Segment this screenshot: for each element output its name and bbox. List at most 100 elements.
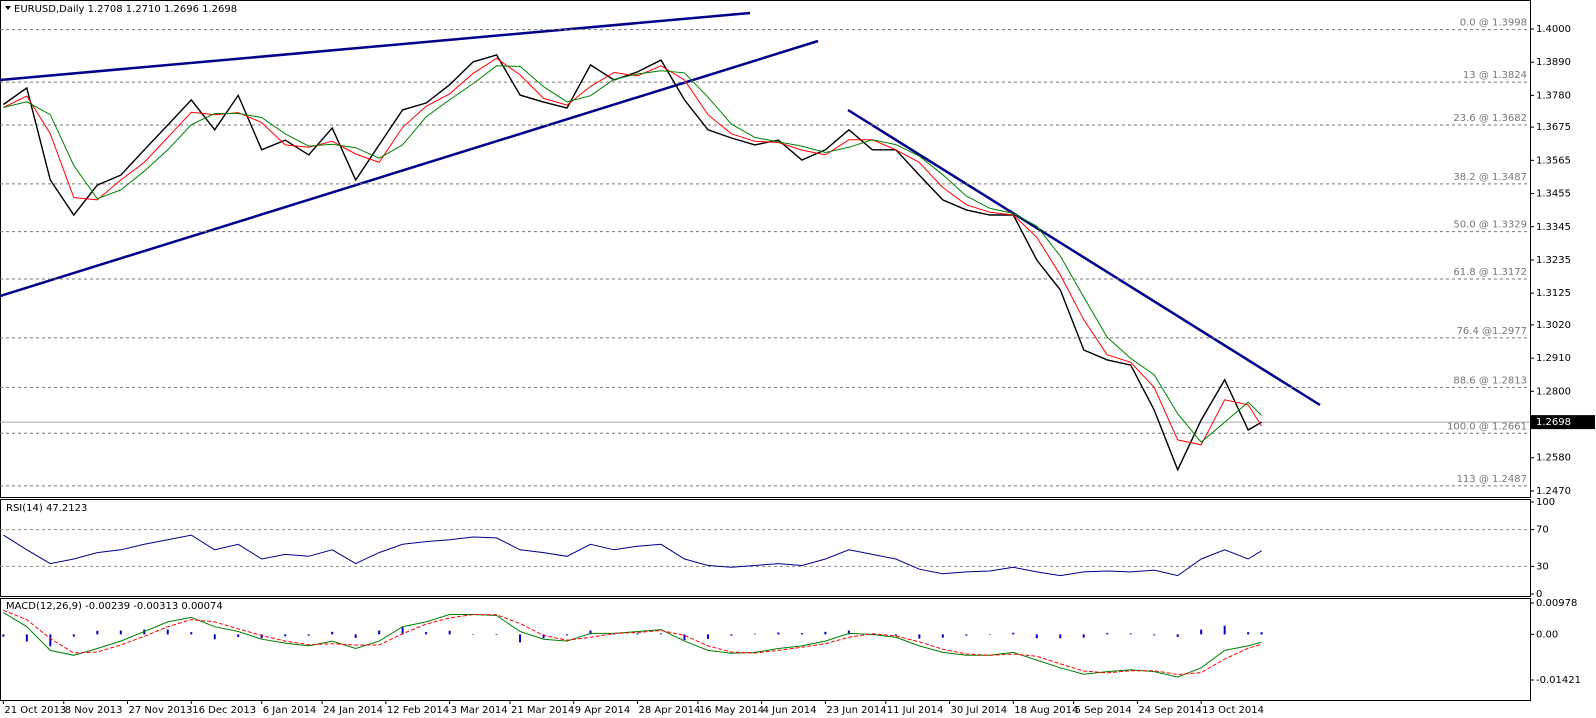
y-tick-label: 1.3675 (1536, 122, 1571, 133)
histogram-bar (800, 633, 803, 635)
x-tick-label: 9 Apr 2014 (575, 705, 630, 716)
y-tick-label: 1.3455 (1536, 189, 1571, 200)
histogram-bar (49, 634, 52, 647)
x-tick-label: 11 Jul 2014 (887, 705, 944, 716)
histogram-bar (918, 634, 921, 639)
histogram-bar (495, 634, 498, 636)
series-line (2, 54, 1262, 472)
histogram-bar (166, 629, 169, 635)
x-tick-label: 3 Mar 2014 (451, 705, 508, 716)
histogram-bar (237, 634, 240, 637)
fib-level-label: 113 @ 1.2487 (1457, 474, 1527, 485)
macd-panel-frame (0, 598, 1531, 701)
x-tick-label: 18 Aug 2014 (1014, 705, 1078, 716)
y-tick-label: 0.00 (1536, 629, 1558, 640)
price-title: EURUSD,Daily 1.2708 1.2710 1.2696 1.2698 (14, 4, 237, 15)
rsi-panel-frame (0, 499, 1531, 597)
histogram-bar (354, 634, 357, 638)
histogram-bar (1059, 634, 1062, 639)
histogram-bar (988, 634, 991, 635)
histogram-bar (683, 634, 686, 641)
x-tick-label: 24 Jan 2014 (323, 705, 383, 716)
y-tick-label: 1.3020 (1536, 320, 1571, 331)
x-tick-label: 23 Jun 2014 (826, 705, 886, 716)
histogram-bar (965, 634, 968, 636)
fib-level-label: 88.6 @ 1.2813 (1453, 375, 1527, 386)
histogram-bar (1129, 633, 1132, 635)
histogram-bar (706, 634, 709, 639)
y-tick-label: 1.2470 (1536, 486, 1571, 497)
histogram-bar (777, 632, 780, 635)
y-tick-label: 0.00978 (1536, 598, 1577, 609)
y-tick-label: 1.3780 (1536, 90, 1571, 101)
histogram-bar (331, 631, 334, 635)
x-tick-label: 4 Jun 2014 (763, 705, 817, 716)
histogram-bar (730, 634, 733, 636)
y-tick-label: 0 (1536, 589, 1542, 600)
x-tick-label: 28 Apr 2014 (639, 705, 701, 716)
y-tick-label: -0.01421 (1536, 675, 1581, 686)
histogram-bar (894, 634, 897, 636)
macd-title: MACD(12,26,9) -0.00239 -0.00313 0.00074 (6, 601, 223, 612)
histogram-bar (378, 630, 381, 635)
histogram-bar (307, 634, 310, 636)
x-tick-label: 16 May 2014 (699, 705, 764, 716)
histogram-bar (96, 630, 99, 635)
fib-level-label: 38.2 @ 1.3487 (1453, 172, 1527, 183)
histogram-bar (190, 632, 193, 635)
histogram-bar (213, 634, 216, 640)
x-tick-label: 6 Jan 2014 (263, 705, 317, 716)
last-price-box (1531, 415, 1595, 430)
y-tick-label: 1.3125 (1536, 288, 1571, 299)
fib-level-label: 76.4 @1.2977 (1457, 326, 1527, 337)
histogram-bar (1176, 634, 1179, 637)
histogram-bar (613, 634, 616, 635)
x-tick-label: 21 Mar 2014 (511, 705, 574, 716)
trend-line (0, 11, 751, 82)
histogram-bar (425, 632, 428, 635)
histogram-bar (472, 634, 475, 635)
series-line (3, 534, 1262, 577)
fib-level-label: 13 @ 1.3824 (1463, 70, 1527, 81)
histogram-bar (1260, 632, 1263, 635)
histogram-bar (753, 633, 756, 635)
y-tick-label: 30 (1536, 561, 1549, 572)
histogram-bar (824, 631, 827, 635)
series-line (3, 612, 1262, 678)
fib-level-label: 50.0 @ 1.3329 (1453, 220, 1527, 231)
y-tick-label: 100 (1536, 497, 1555, 508)
x-tick-label: 12 Feb 2014 (387, 705, 449, 716)
y-tick-label: 1.4000 (1536, 24, 1571, 35)
histogram-bar (119, 630, 122, 635)
histogram-bar (1082, 634, 1085, 638)
series-line (3, 65, 1262, 444)
rsi-title: RSI(14) 47.2123 (6, 503, 87, 514)
trend-line (0, 39, 819, 298)
histogram-bar (401, 627, 404, 635)
histogram-bar (260, 634, 263, 639)
histogram-bar (1247, 632, 1250, 635)
histogram-bar (589, 630, 592, 635)
histogram-bar (1035, 634, 1038, 639)
histogram-bar (659, 633, 662, 635)
y-tick-label: 1.3345 (1536, 222, 1571, 233)
fib-level-label: 23.6 @ 1.3682 (1453, 113, 1527, 124)
histogram-bar (1106, 633, 1109, 635)
fib-level-label: 100.0 @ 1.2661 (1447, 421, 1527, 432)
histogram-bar (519, 634, 522, 643)
histogram-bar (72, 634, 75, 637)
x-tick-label: 5 Sep 2014 (1075, 705, 1132, 716)
y-tick-label: 70 (1536, 525, 1549, 536)
x-tick-label: 30 Jul 2014 (951, 705, 1008, 716)
histogram-bar (542, 634, 545, 639)
histogram-bar (636, 633, 639, 635)
histogram-bar (941, 634, 944, 638)
histogram-bar (1223, 625, 1226, 635)
y-tick-label: 1.2910 (1536, 353, 1571, 364)
histogram-bar (284, 634, 287, 637)
series-line (3, 57, 1263, 446)
histogram-bar (566, 634, 569, 636)
series-line (3, 609, 1262, 676)
